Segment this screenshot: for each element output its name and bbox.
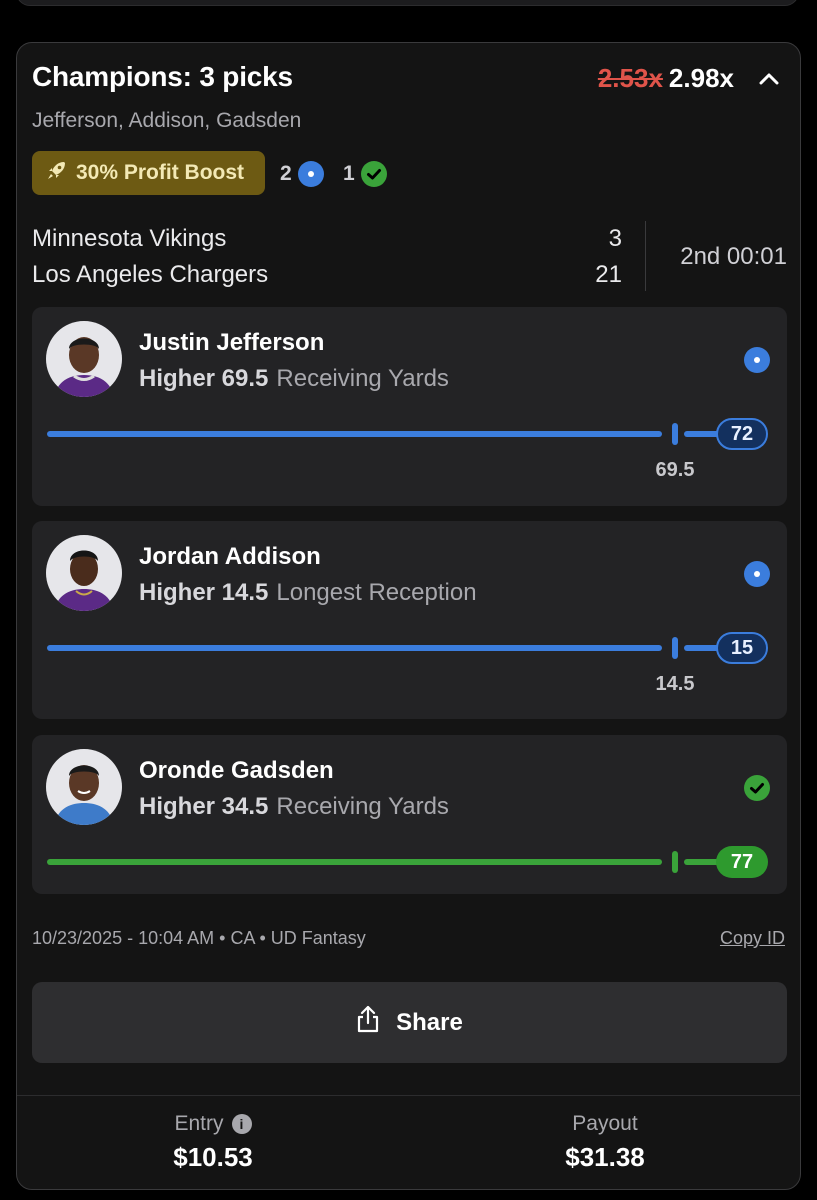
- player-avatar: [46, 321, 122, 397]
- pick-direction: Higher 14.5: [139, 579, 269, 606]
- team-home: Minnesota Vikings: [32, 225, 227, 252]
- player-name: Oronde Gadsden: [139, 757, 334, 784]
- players-summary: Jefferson, Addison, Gadsden: [32, 109, 302, 132]
- progress-overshoot: [684, 859, 727, 865]
- player-avatar: [46, 749, 122, 825]
- check-icon: [360, 161, 387, 187]
- game-clock: 2nd 00:01: [680, 243, 787, 270]
- boosted-multiplier: 2.98x: [668, 63, 734, 93]
- player-avatar: [46, 535, 122, 611]
- current-value: 72: [716, 418, 768, 450]
- line-marker: [672, 423, 678, 445]
- pick-card[interactable]: Jordan Addison Higher 14.5 Longest Recept…: [32, 521, 787, 719]
- pending-count-value: 2: [280, 162, 292, 185]
- player-name: Justin Jefferson: [139, 329, 325, 356]
- entry-footer: Entry i $10.53 Payout $31.38: [17, 1095, 800, 1189]
- pick-stat: Receiving Yards: [276, 793, 449, 820]
- progress-overshoot: [684, 431, 727, 437]
- entry-label: Entry: [174, 1112, 224, 1135]
- team-away: Los Angeles Chargers: [32, 261, 269, 288]
- share-button[interactable]: Share: [32, 982, 787, 1063]
- score-home: 3: [608, 225, 622, 252]
- won-count: 1: [343, 161, 387, 187]
- won-count-value: 1: [343, 162, 355, 185]
- progress-overshoot: [684, 645, 727, 651]
- pending-icon: [744, 561, 770, 592]
- payout-value: $31.38: [565, 1142, 645, 1172]
- pick-direction: Higher 69.5: [139, 365, 269, 392]
- line-marker: [672, 851, 678, 873]
- player-name: Jordan Addison: [139, 543, 321, 570]
- profit-boost-badge: 30% Profit Boost: [32, 151, 265, 195]
- pending-icon: [297, 161, 324, 187]
- scoreboard-divider: [645, 221, 646, 291]
- copy-id-link[interactable]: Copy ID: [719, 928, 785, 948]
- info-icon[interactable]: i: [231, 1114, 252, 1134]
- pick-card[interactable]: Justin Jefferson Higher 69.5 Receiving Ya…: [32, 307, 787, 506]
- pick-line: Higher 69.5 Receiving Yards: [139, 365, 449, 393]
- pending-icon: [744, 347, 770, 378]
- progress-track: [47, 645, 662, 651]
- line-marker: [672, 637, 678, 659]
- progress-track: [47, 431, 662, 437]
- game-scoreboard: Minnesota Vikings 3 Los Angeles Chargers…: [32, 221, 787, 293]
- pick-stat: Receiving Yards: [276, 365, 449, 392]
- entry-title: Champions: 3 picks: [32, 61, 293, 92]
- pick-direction: Higher 34.5: [139, 793, 269, 820]
- current-value: 15: [716, 632, 768, 664]
- old-multiplier: 2.53x: [597, 63, 663, 93]
- line-label: 69.5: [655, 459, 695, 481]
- pick-card[interactable]: Oronde Gadsden Higher 34.5 Receiving Yard…: [32, 735, 787, 894]
- entry-details: 10/23/2025 - 10:04 AM • CA • UD Fantasy: [32, 928, 366, 948]
- payout-label: Payout: [572, 1112, 638, 1135]
- chevron-up-icon[interactable]: [756, 69, 782, 89]
- share-label: Share: [396, 1008, 463, 1036]
- entry-amount: Entry i $10.53: [17, 1112, 409, 1173]
- progress-track: [47, 859, 662, 865]
- pick-line: Higher 14.5 Longest Reception: [139, 579, 477, 607]
- score-away: 21: [595, 261, 622, 288]
- pick-line: Higher 34.5 Receiving Yards: [139, 793, 449, 821]
- entry-card: Champions: 3 picks 2.53x 2.98x Jefferson,…: [16, 42, 801, 1190]
- payout-amount: Payout $31.38: [409, 1112, 800, 1173]
- pending-count: 2: [280, 161, 324, 187]
- share-icon: [356, 1005, 380, 1040]
- line-label: 14.5: [655, 673, 695, 695]
- pick-stat: Longest Reception: [276, 579, 477, 606]
- check-icon: [744, 775, 770, 806]
- rocket-icon: [46, 159, 68, 187]
- current-value: 77: [716, 846, 768, 878]
- profit-boost-label: 30% Profit Boost: [76, 161, 245, 184]
- entry-value: $10.53: [173, 1142, 253, 1172]
- entry-multiplier: 2.53x 2.98x: [598, 63, 734, 94]
- previous-entry-card: [16, 0, 799, 6]
